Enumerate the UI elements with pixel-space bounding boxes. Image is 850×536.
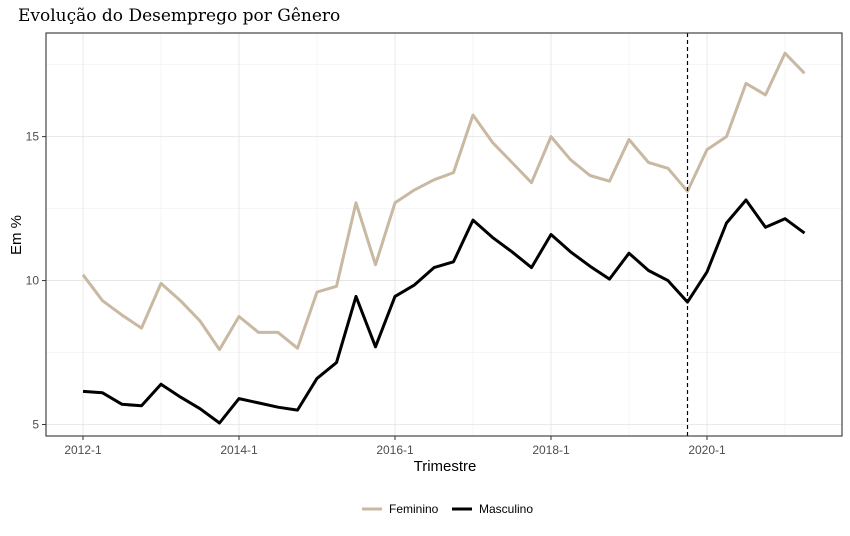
y-tick-label: 10 — [26, 274, 40, 288]
y-tick-label: 15 — [26, 130, 40, 144]
panel-border — [45, 32, 843, 437]
x-axis-title: Trimestre — [414, 458, 477, 475]
y-axis-title: Em % — [8, 215, 25, 255]
axes: 5 10 15 2012-1 2014-1 2016-1 2018-1 2020-1 — [26, 32, 843, 457]
legend: Feminino Masculino — [362, 502, 533, 516]
series-lines — [81, 51, 806, 425]
x-tick-label: 2020-1 — [688, 443, 726, 457]
chart-title: Evolução do Desemprego por Gênero — [18, 6, 340, 26]
legend-label-masculino: Masculino — [479, 502, 533, 516]
plot-background — [46, 33, 842, 436]
series-line-masculino — [82, 198, 806, 425]
plot-panel — [46, 33, 842, 436]
x-tick-label: 2016-1 — [376, 443, 414, 457]
y-tick-label: 5 — [32, 417, 39, 431]
series-line-feminino — [81, 51, 806, 352]
x-tick-label: 2014-1 — [220, 443, 258, 457]
x-tick-label: 2018-1 — [532, 443, 570, 457]
x-tick-label: 2012-1 — [64, 443, 102, 457]
legend-label-feminino: Feminino — [389, 502, 439, 516]
